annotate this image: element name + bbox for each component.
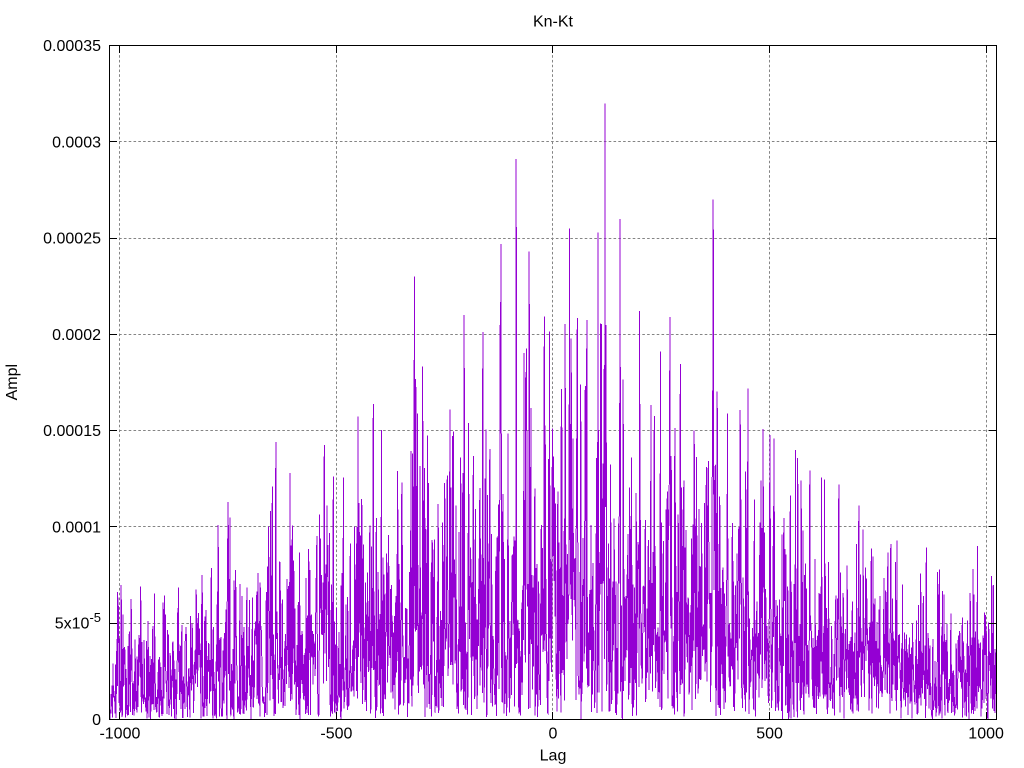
svg-text:0.0001: 0.0001 xyxy=(52,519,101,536)
svg-text:0: 0 xyxy=(92,712,101,729)
svg-text:0.00025: 0.00025 xyxy=(43,231,101,248)
svg-text:500: 500 xyxy=(756,726,783,743)
svg-text:Ampl: Ampl xyxy=(4,364,21,400)
svg-text:0.0003: 0.0003 xyxy=(52,134,101,151)
svg-text:5x10-5: 5x10-5 xyxy=(55,610,101,633)
svg-text:1000: 1000 xyxy=(968,726,1004,743)
svg-text:-500: -500 xyxy=(320,726,352,743)
svg-text:Lag: Lag xyxy=(540,748,567,765)
svg-text:-1000: -1000 xyxy=(99,726,140,743)
svg-text:0: 0 xyxy=(549,726,558,743)
svg-text:0.00035: 0.00035 xyxy=(43,38,101,55)
svg-text:Kn-Kt: Kn-Kt xyxy=(533,14,574,31)
svg-text:0.0002: 0.0002 xyxy=(52,327,101,344)
svg-text:0.00015: 0.00015 xyxy=(43,423,101,440)
